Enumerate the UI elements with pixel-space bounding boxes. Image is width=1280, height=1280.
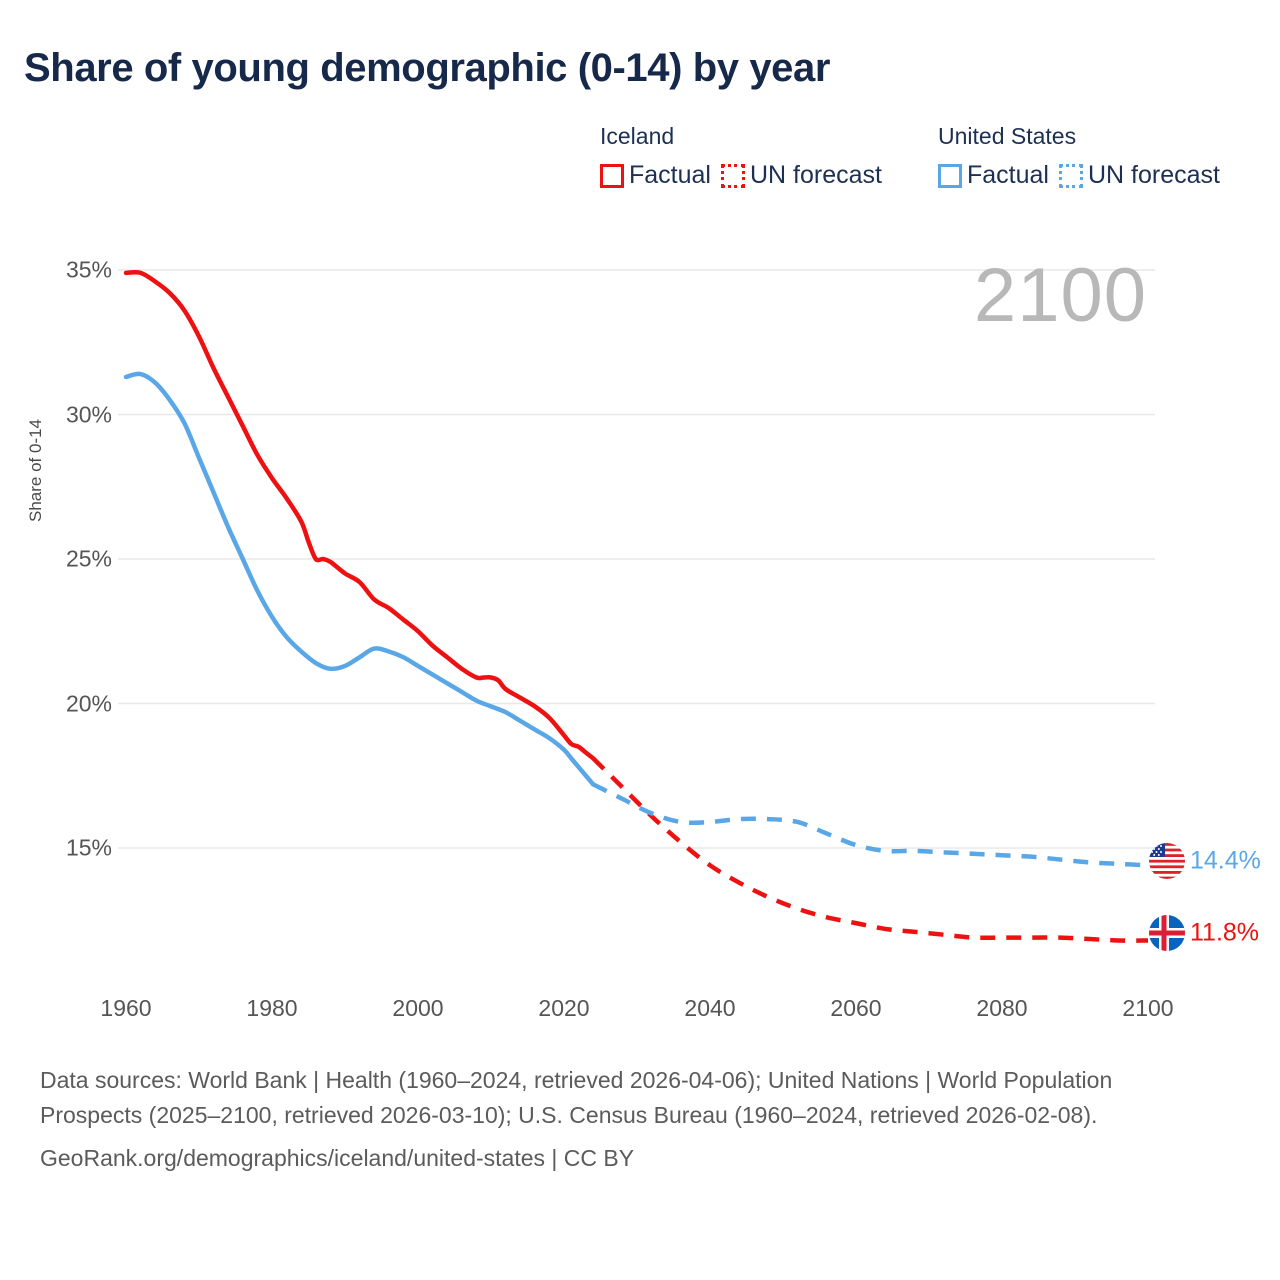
y-axis-tick-label: 30% [65,401,112,427]
legend-group-iceland: Iceland Factual UN forecast [600,122,882,190]
legend-items: Factual UN forecast [938,161,1220,190]
end-label-united-states: 14.4% [1190,846,1261,875]
y-axis-tick-label: 20% [65,690,112,716]
legend-swatch-dotted-icon [720,163,745,188]
source-link[interactable]: GeoRank.org/demographics/iceland/united-… [40,1145,635,1171]
legend-swatch-dotted-icon [1058,163,1083,188]
legend-item-united-states-forecast[interactable]: UN forecast [1058,161,1220,190]
legend-swatch-solid-icon [600,163,624,188]
legend-swatch-solid-icon [938,163,962,188]
legend-item-label: UN forecast [1087,161,1220,189]
x-axis-tick-label: 1980 [246,995,298,1021]
legend-item-label: Factual [967,161,1049,189]
y-axis-tick-label: 15% [65,834,112,861]
y-axis-tick-label: 25% [65,545,112,572]
x-axis-tick-label: 2060 [830,995,882,1021]
iceland-flag-icon [1149,915,1185,951]
x-axis-tick-label: 2020 [538,995,590,1021]
data-sources-text: Data sources: World Bank | Health (1960–… [40,1067,1113,1128]
legend-item-label: UN forecast [749,161,882,189]
x-axis-tick-label: 1960 [100,995,152,1021]
x-axis-tick-label: 2080 [976,995,1028,1021]
legend-item-iceland-forecast[interactable]: UN forecast [720,161,882,190]
x-axis-tick-label: 2040 [684,995,736,1021]
legend-group-united-states: United States Factual UN forecast [938,122,1220,190]
x-axis-tick-label: 2000 [392,995,444,1021]
legend-country-label: United States [938,123,1077,149]
legend-country-label: Iceland [600,123,675,149]
year-watermark: 2100 [973,253,1147,338]
legend-items: Factual UN forecast [600,161,882,190]
page-title: Share of young demographic (0-14) by yea… [24,46,831,90]
legend-item-united-states-factual[interactable]: Factual [938,161,1049,190]
y-axis-tick-label: 35% [65,256,112,283]
legend-item-iceland-factual[interactable]: Factual [600,161,711,190]
us-flag-icon [1149,843,1185,879]
footer: Data sources: World Bank | Health (1960–… [40,1063,1220,1176]
x-axis-tick-label: 2100 [1122,995,1174,1021]
chart-legend: Iceland Factual UN forecast United State… [600,122,1260,202]
end-label-iceland: 11.8% [1190,918,1260,947]
legend-item-label: Factual [629,161,711,189]
